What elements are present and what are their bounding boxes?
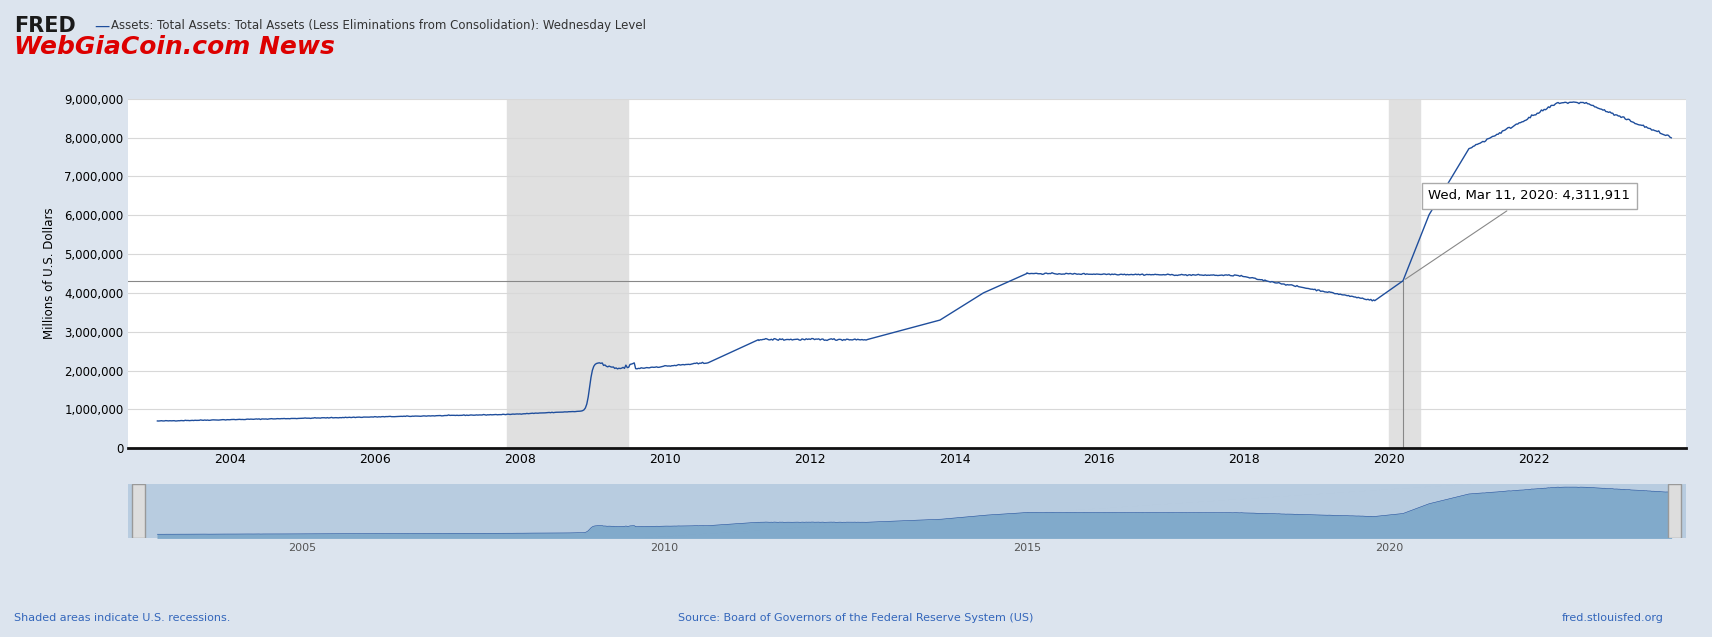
Text: Source: Board of Governors of the Federal Reserve System (US): Source: Board of Governors of the Federa…	[678, 613, 1034, 623]
Y-axis label: Millions of U.S. Dollars: Millions of U.S. Dollars	[43, 208, 56, 340]
Bar	[132, 485, 146, 538]
Text: FRED: FRED	[14, 16, 75, 36]
Text: Wed, Mar 11, 2020: 4,311,911: Wed, Mar 11, 2020: 4,311,911	[1406, 189, 1630, 279]
Bar	[1667, 485, 1681, 538]
Text: fred.stlouisfed.org: fred.stlouisfed.org	[1561, 613, 1664, 623]
Text: —: —	[94, 19, 110, 34]
Bar	[1388, 99, 1419, 448]
Text: WebGiaCoin.com News: WebGiaCoin.com News	[14, 35, 334, 59]
Text: Assets: Total Assets: Total Assets (Less Eliminations from Consolidation): Wedne: Assets: Total Assets: Total Assets (Less…	[111, 19, 645, 32]
Text: Shaded areas indicate U.S. recessions.: Shaded areas indicate U.S. recessions.	[14, 613, 229, 623]
Bar	[507, 99, 628, 448]
